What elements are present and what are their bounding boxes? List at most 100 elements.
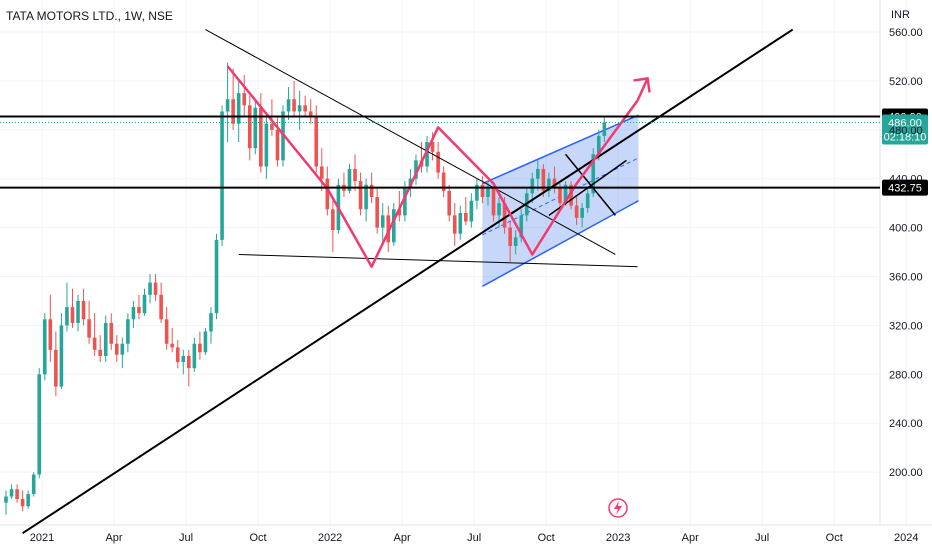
candle-body bbox=[380, 215, 385, 228]
candle bbox=[131, 300, 136, 328]
candle bbox=[464, 197, 468, 226]
candle-body bbox=[26, 494, 30, 507]
candle bbox=[292, 80, 296, 118]
candle-body bbox=[469, 200, 474, 222]
time-tick-label: 2022 bbox=[318, 532, 342, 544]
candle bbox=[452, 203, 457, 246]
flash-event-icon[interactable] bbox=[608, 498, 628, 518]
candle-body bbox=[76, 300, 80, 323]
candle bbox=[9, 484, 14, 499]
arrow-shaft[interactable] bbox=[636, 77, 649, 101]
candle bbox=[569, 181, 573, 210]
time-tick-label: 2024 bbox=[894, 532, 918, 544]
candle-body bbox=[214, 239, 219, 314]
arrow-head[interactable] bbox=[633, 77, 651, 93]
candle-body bbox=[486, 188, 490, 198]
candle-body bbox=[259, 107, 263, 167]
candle bbox=[264, 117, 269, 179]
candle bbox=[48, 294, 53, 363]
candle-body bbox=[430, 142, 435, 152]
cross-line-down[interactable] bbox=[564, 153, 616, 216]
candle-body bbox=[81, 300, 86, 320]
candle-body bbox=[519, 215, 524, 238]
candle-body bbox=[109, 322, 114, 344]
trend-line[interactable] bbox=[22, 28, 794, 535]
candle bbox=[15, 484, 19, 503]
candle bbox=[441, 166, 446, 198]
candle bbox=[364, 178, 368, 222]
candle bbox=[236, 80, 241, 143]
candle-body bbox=[247, 105, 252, 149]
candle-body bbox=[142, 294, 147, 314]
candle bbox=[98, 335, 102, 363]
candle-body bbox=[308, 111, 313, 118]
candle-body bbox=[513, 237, 518, 246]
candle bbox=[214, 233, 219, 320]
candle bbox=[137, 294, 141, 320]
time-tick-label: Apr bbox=[394, 532, 411, 544]
candle bbox=[231, 68, 235, 130]
candle bbox=[209, 307, 213, 344]
zigzag-pattern[interactable] bbox=[226, 65, 651, 268]
candle-body bbox=[397, 209, 402, 216]
candle bbox=[353, 154, 357, 191]
candle-body bbox=[120, 343, 125, 355]
candle bbox=[203, 327, 208, 355]
candle bbox=[54, 331, 58, 397]
candle bbox=[59, 313, 64, 389]
trend-lines[interactable] bbox=[22, 28, 794, 535]
channel-upper-line[interactable] bbox=[482, 114, 639, 185]
candle bbox=[31, 472, 36, 497]
candle bbox=[192, 337, 197, 372]
trend-line[interactable] bbox=[238, 253, 638, 268]
candle bbox=[547, 172, 551, 198]
candle bbox=[331, 197, 335, 253]
candle bbox=[170, 327, 174, 353]
price-tick-label: 400.00 bbox=[889, 223, 923, 235]
bar-countdown-label: 02:18:10 bbox=[884, 131, 927, 143]
candle bbox=[164, 307, 169, 350]
candle bbox=[103, 315, 108, 363]
candle-body bbox=[264, 123, 269, 167]
price-tick-label: 440.00 bbox=[889, 174, 923, 186]
candle-body bbox=[65, 307, 69, 326]
candle bbox=[458, 205, 463, 240]
time-axis[interactable]: 2021 Apr Jul Oct 2022 Apr Jul Oct 2023 Apr Jul Oct 2… bbox=[30, 532, 932, 544]
candle-body bbox=[436, 151, 440, 173]
candle-body bbox=[192, 343, 197, 369]
time-tick-label: Jul bbox=[467, 532, 481, 544]
candle-body bbox=[153, 282, 158, 295]
candle-body bbox=[425, 142, 429, 167]
candle bbox=[37, 368, 42, 479]
candle-body bbox=[331, 209, 335, 231]
candle bbox=[536, 160, 540, 191]
candle-body bbox=[364, 184, 368, 210]
candle bbox=[253, 99, 258, 155]
price-tick-label: 320.00 bbox=[889, 320, 923, 332]
candle bbox=[26, 490, 30, 509]
candle bbox=[220, 105, 224, 246]
time-tick-label: Oct bbox=[538, 532, 555, 544]
zigzag-line[interactable] bbox=[226, 65, 639, 268]
candle-body bbox=[297, 105, 302, 112]
candle-body bbox=[491, 188, 496, 216]
price-axis[interactable]: 560.00 520.00 480.00 440.00 400.00 360.00 320.… bbox=[889, 27, 923, 479]
symbol-title[interactable]: TATA MOTORS LTD., 1W, NSE bbox=[6, 9, 173, 23]
candle-body bbox=[358, 181, 363, 210]
price-tick-label: 240.00 bbox=[889, 418, 923, 430]
candle-body bbox=[242, 93, 247, 106]
candle bbox=[486, 181, 490, 206]
candle bbox=[414, 154, 418, 185]
candle bbox=[580, 203, 584, 228]
candle-body bbox=[464, 212, 468, 222]
candle-body bbox=[347, 168, 352, 191]
candle-body bbox=[231, 99, 235, 124]
channel-lower-line[interactable] bbox=[482, 200, 639, 287]
time-tick-label: 2021 bbox=[30, 532, 54, 544]
candle bbox=[225, 62, 230, 143]
trend-line[interactable] bbox=[205, 29, 616, 255]
candle-body bbox=[547, 178, 551, 191]
